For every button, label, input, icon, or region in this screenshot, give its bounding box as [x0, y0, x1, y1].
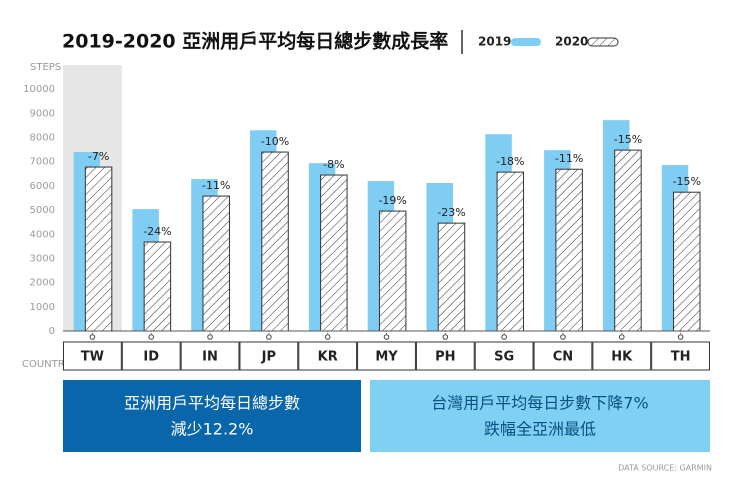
- chart-title: 2019-2020 亞洲用戶平均每日總步數成長率: [62, 30, 448, 53]
- category-box: [415, 341, 475, 371]
- legend-label: 2020: [555, 35, 588, 49]
- value-label: -24%: [143, 225, 171, 238]
- legend-swatch: [511, 38, 541, 46]
- y-tick-label: 4000: [30, 229, 55, 240]
- tick-dot: [383, 334, 390, 340]
- tick-dot: [560, 334, 566, 340]
- category-box: [63, 341, 122, 371]
- callout-text: 亞洲用戶平均每日總步數: [124, 394, 300, 413]
- legend-label: 2019: [478, 35, 511, 49]
- tick-dot: [618, 334, 625, 340]
- tick-dot: [266, 334, 272, 340]
- callout-text: 台灣用戶平均每日步數下降7%: [431, 394, 648, 413]
- bar: [320, 174, 348, 332]
- tick-dot: [677, 334, 684, 340]
- category-box: [180, 341, 240, 371]
- value-label: -19%: [378, 194, 406, 207]
- bar: [496, 171, 525, 332]
- x-tick-label: IN: [202, 350, 218, 365]
- bar: [378, 210, 407, 332]
- x-tick-label: PH: [435, 350, 455, 365]
- bar: [261, 151, 289, 332]
- category-box: [298, 341, 358, 371]
- category-box: [533, 341, 593, 371]
- bar: [555, 168, 583, 332]
- bar: [202, 195, 230, 332]
- x-tick-label: TH: [671, 350, 691, 365]
- bar: [143, 241, 172, 332]
- y-tick-label: 2000: [30, 278, 55, 289]
- tick-dot: [89, 334, 96, 340]
- x-tick-label: CN: [553, 350, 573, 365]
- x-tick-label: TW: [81, 350, 104, 365]
- category-box: [121, 341, 181, 371]
- bar: [614, 149, 642, 332]
- category-box: [474, 341, 534, 371]
- value-label: -10%: [261, 135, 289, 148]
- tick-dot: [442, 334, 449, 340]
- x-tick-label: KR: [318, 350, 338, 365]
- source: DATA SOURCE: GARMIN: [618, 464, 712, 473]
- x-tick-label: SG: [494, 350, 514, 365]
- y-tick-label: 6000: [30, 181, 55, 192]
- value-label: -18%: [496, 155, 524, 168]
- category-box: [357, 341, 416, 371]
- bar: [84, 166, 113, 332]
- category-box: [651, 341, 711, 371]
- tick-dot: [324, 334, 331, 340]
- x-axis-label: COUNTRY: [22, 359, 71, 370]
- callout-text: 減少12.2%: [171, 420, 254, 439]
- y-tick-label: 8000: [30, 133, 55, 144]
- bar: [437, 222, 466, 332]
- legend-swatch: [587, 37, 619, 47]
- y-tick-label: 3000: [30, 253, 55, 264]
- callout-text: 跌幅全亞洲最低: [484, 420, 596, 439]
- tick-dot: [501, 334, 507, 340]
- y-tick-label: 7000: [30, 157, 55, 168]
- y-tick-label: 1000: [30, 302, 55, 313]
- x-tick-label: ID: [143, 350, 159, 365]
- y-tick-label: 5000: [30, 205, 55, 216]
- value-label: -11%: [202, 179, 230, 192]
- y-tick-label: 9000: [30, 108, 55, 119]
- value-label: -15%: [673, 175, 701, 188]
- value-label: -8%: [323, 158, 344, 171]
- bar: [673, 191, 701, 332]
- value-label: -7%: [88, 150, 109, 163]
- category-box: [239, 341, 299, 371]
- category-box: [592, 341, 652, 371]
- callout-box: [63, 380, 361, 452]
- y-axis-label: STEPS: [30, 62, 61, 73]
- y-tick-label: 0: [49, 326, 55, 337]
- x-tick-label: JP: [261, 350, 276, 365]
- value-label: -15%: [614, 133, 642, 146]
- tick-dot: [148, 334, 155, 340]
- tick-dot: [207, 334, 213, 340]
- x-tick-label: MY: [375, 350, 398, 365]
- x-tick-label: HK: [611, 350, 633, 365]
- value-label: -23%: [437, 206, 465, 219]
- y-tick-label: 10000: [23, 84, 55, 95]
- value-label: -11%: [555, 152, 583, 165]
- callout-box: [370, 380, 710, 452]
